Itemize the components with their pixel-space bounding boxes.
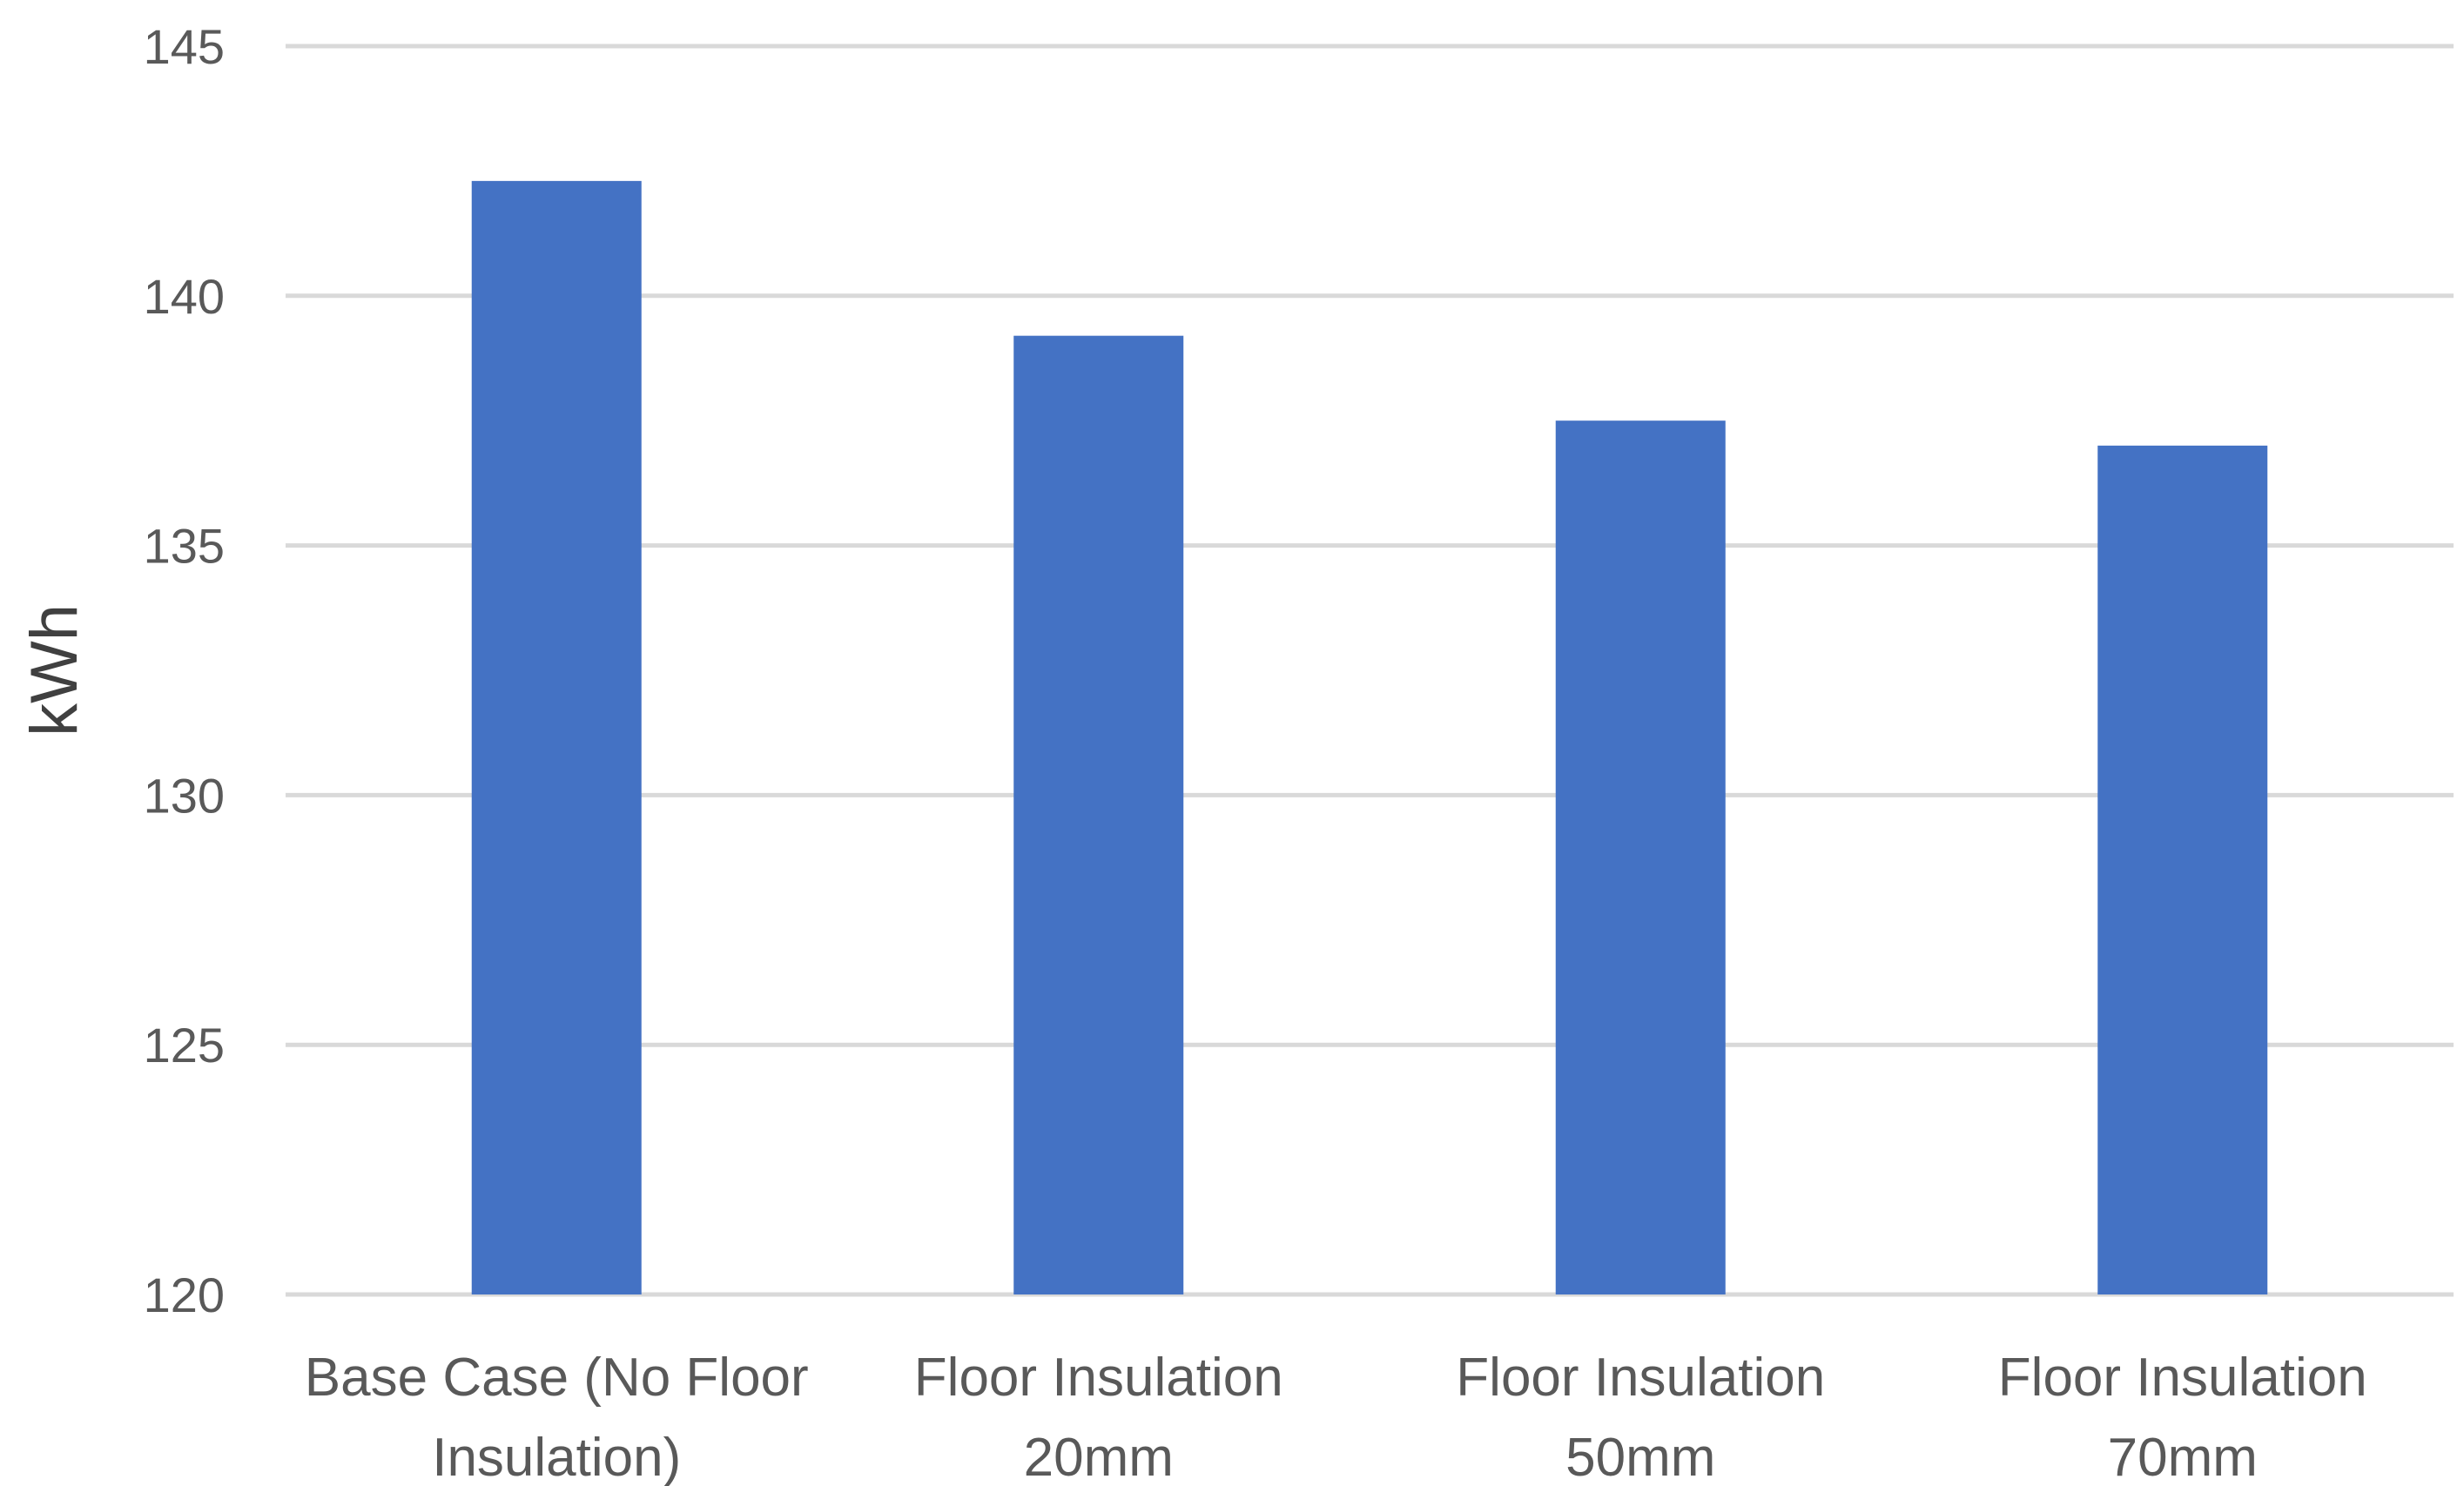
- y-tick-label: 125: [144, 1018, 225, 1072]
- x-axis-categories: Base Case (No Floor Insulation) Floor Insu…: [305, 1348, 2367, 1486]
- x-category-label: 50mm: [1565, 1428, 1715, 1486]
- bar-3: [1555, 420, 1726, 1294]
- gridlines: [286, 44, 2454, 1297]
- y-tick-label: 130: [144, 768, 225, 823]
- x-category-label: 70mm: [2108, 1428, 2258, 1486]
- bar-4: [2097, 445, 2268, 1294]
- y-axis-title: kWh: [17, 604, 91, 736]
- x-category-label: Insulation): [432, 1428, 681, 1486]
- x-category-label: Base Case (No Floor: [305, 1348, 809, 1408]
- bar-2: [1013, 335, 1184, 1294]
- y-tick-label: 140: [144, 269, 225, 324]
- y-tick-label: 120: [144, 1267, 225, 1322]
- x-category-label: Floor Insulation: [1456, 1348, 1825, 1408]
- x-category-label: 20mm: [1024, 1428, 1174, 1486]
- y-tick-label: 135: [144, 519, 225, 574]
- x-category-label: Floor Insulation: [1998, 1348, 2367, 1408]
- x-category-label: Floor Insulation: [914, 1348, 1283, 1408]
- bar-1: [471, 180, 642, 1295]
- bars: [471, 180, 2268, 1295]
- y-axis-ticks: 120 125 130 135 140 145: [144, 19, 225, 1322]
- y-tick-label: 145: [144, 19, 225, 74]
